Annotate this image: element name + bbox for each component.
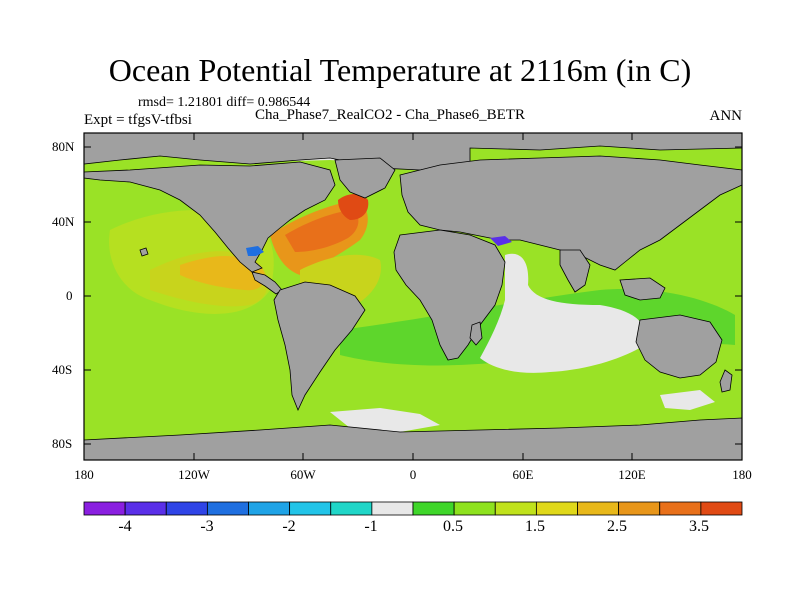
lat-tick-40s: 40S: [52, 362, 73, 377]
india: [559, 249, 591, 293]
madagascar: [469, 321, 483, 346]
colorbar-label-0-5: 0.5: [443, 518, 463, 535]
maritime-continent: [619, 277, 666, 301]
lon-tick-60w: 60W: [290, 467, 316, 482]
colorbar-swatch-8: [412, 501, 455, 516]
land-masses: [83, 132, 743, 461]
australia: [635, 314, 723, 379]
colorbar-label-neg2: -2: [282, 518, 296, 535]
colorbar-swatch-1: [124, 501, 167, 516]
lon-tick-120w: 120W: [178, 467, 210, 482]
comparison-label: Cha_Phase7_RealCO2 - Cha_Phase6_BETR: [255, 107, 525, 123]
experiment-label: Expt = tfgsV-tfbsi: [84, 112, 192, 128]
arctic-land: [83, 132, 743, 171]
colorbar-label-3-5: 3.5: [689, 518, 709, 535]
colorbar-swatch-2: [165, 501, 208, 516]
lat-tick-80s: 80S: [52, 436, 73, 451]
lon-tick-180e: 180: [732, 467, 752, 482]
southern-neutral-patch: [330, 408, 440, 432]
colorbar-swatch-9: [453, 501, 496, 516]
colorbar-swatch-6: [330, 501, 373, 516]
gulf-cold-anomaly: [246, 246, 264, 256]
lat-tick-80n: 80N: [52, 139, 75, 154]
south-america: [273, 281, 366, 412]
colorbar-swatch-15: [700, 501, 743, 516]
lat-tick-0: 0: [66, 288, 73, 303]
colorbar-label-neg4: -4: [118, 518, 132, 535]
colorbar-swatch-12: [577, 501, 620, 516]
tick-marks: [83, 133, 743, 460]
atlantic-warm-core: [285, 210, 359, 252]
colorbar-swatch-11: [535, 501, 578, 516]
colorbar-label-1-5: 1.5: [525, 518, 545, 535]
colorbar-label-2-5: 2.5: [607, 518, 627, 535]
hawaii: [139, 247, 149, 257]
colorbar-swatch-10: [494, 501, 537, 516]
colorbar-swatch-5: [289, 501, 332, 516]
indian-ocean-neutral-patch: [480, 253, 646, 373]
greenland: [334, 157, 396, 199]
colorbar-swatch-0: [83, 501, 126, 516]
lon-tick-0: 0: [409, 467, 417, 482]
stats-label: rmsd= 1.21801 diff= 0.986544: [138, 95, 311, 110]
colorbar-swatch-3: [206, 501, 249, 516]
lon-tick-180w: 180: [74, 467, 94, 482]
colorbar-swatch-14: [659, 501, 702, 516]
mediterranean-anomaly: [490, 236, 512, 246]
pacific-neutral-patch: [660, 390, 715, 410]
atlantic-hot-spot: [338, 194, 369, 220]
colorbar-swatch-4: [248, 501, 291, 516]
colorbar-swatch-7: [371, 501, 414, 516]
colorbar-label-neg3: -3: [200, 518, 214, 535]
colorbar: [83, 501, 743, 516]
new-zealand: [719, 369, 733, 393]
colorbar-swatch-13: [618, 501, 661, 516]
lat-tick-40n: 40N: [52, 214, 75, 229]
lon-tick-120e: 120E: [618, 467, 646, 482]
lon-tick-60e: 60E: [512, 467, 534, 482]
plot-title: Ocean Potential Temperature at 2116m (in…: [108, 52, 692, 88]
north-america: [83, 161, 336, 273]
eurasia: [399, 155, 743, 271]
season-label: ANN: [709, 108, 743, 124]
colorbar-label-neg1: -1: [364, 518, 378, 535]
